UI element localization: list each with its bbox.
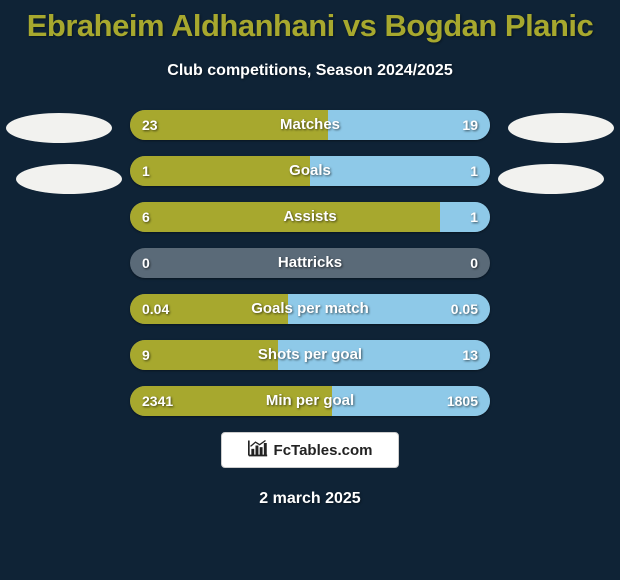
stat-label: Goals per match [130, 294, 490, 324]
stat-label: Goals [130, 156, 490, 186]
chart-area: 23 Matches 19 1 Goals 1 6 Assists 1 [0, 110, 620, 416]
footer-date: 2 march 2025 [0, 490, 620, 508]
stat-row: 9 Shots per goal 13 [130, 340, 490, 370]
chart-icon [248, 439, 268, 461]
comparison-infographic: Ebraheim Aldhanhani vs Bogdan Planic Clu… [0, 0, 620, 580]
player1-avatar-placeholder-1 [6, 113, 112, 143]
player2-avatar-placeholder-1 [508, 113, 614, 143]
player2-avatar-placeholder-2 [498, 164, 604, 194]
stat-row: 0 Hattricks 0 [130, 248, 490, 278]
stat-label: Min per goal [130, 386, 490, 416]
stat-row: 1 Goals 1 [130, 156, 490, 186]
stat-row: 0.04 Goals per match 0.05 [130, 294, 490, 324]
stat-label: Matches [130, 110, 490, 140]
stat-row: 23 Matches 19 [130, 110, 490, 140]
stat-row: 6 Assists 1 [130, 202, 490, 232]
value-right: 1 [470, 156, 478, 186]
brand-badge: FcTables.com [221, 432, 399, 468]
value-right: 1 [470, 202, 478, 232]
stat-label: Shots per goal [130, 340, 490, 370]
player1-avatar-placeholder-2 [16, 164, 122, 194]
value-right: 0.05 [451, 294, 478, 324]
value-right: 13 [462, 340, 478, 370]
value-right: 0 [470, 248, 478, 278]
stat-row: 2341 Min per goal 1805 [130, 386, 490, 416]
stat-label: Assists [130, 202, 490, 232]
brand-text: FcTables.com [274, 442, 373, 459]
page-title: Ebraheim Aldhanhani vs Bogdan Planic [0, 0, 620, 44]
subtitle: Club competitions, Season 2024/2025 [0, 62, 620, 80]
value-right: 19 [462, 110, 478, 140]
stat-rows: 23 Matches 19 1 Goals 1 6 Assists 1 [130, 110, 490, 416]
stat-label: Hattricks [130, 248, 490, 278]
value-right: 1805 [447, 386, 478, 416]
